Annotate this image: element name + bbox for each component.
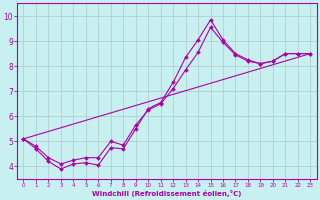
- X-axis label: Windchill (Refroidissement éolien,°C): Windchill (Refroidissement éolien,°C): [92, 190, 242, 197]
